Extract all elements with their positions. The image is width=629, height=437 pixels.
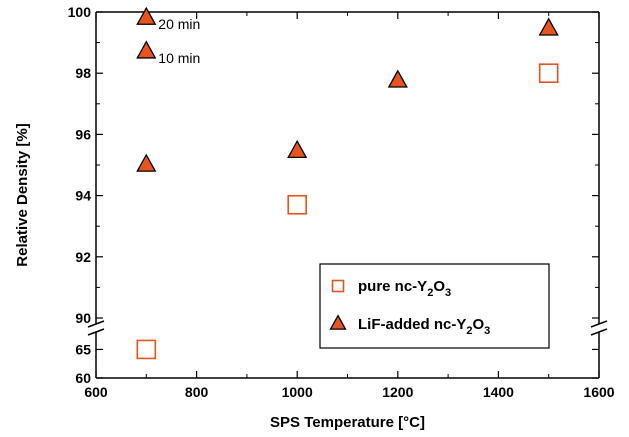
legend-marker-lif [329, 314, 347, 330]
annotation-20min: 20 min [158, 16, 200, 32]
data-marks [136, 6, 559, 360]
annotation-10min: 10 min [158, 50, 200, 66]
y-tick-label: 98 [75, 65, 91, 81]
lif-triangle-point [387, 69, 408, 88]
y-tick-label: 90 [75, 310, 91, 326]
lif-triangle-point [136, 6, 157, 25]
lif-triangle-point [136, 153, 157, 172]
y-tick-label: 100 [68, 4, 92, 20]
x-axis-title: SPS Temperature [°C] [270, 414, 425, 431]
lif-triangle-point [287, 139, 308, 159]
y-tick-label: 92 [75, 249, 91, 265]
y-axis-title: Relative Density [%] [14, 123, 31, 266]
axis-break-mark-right-1 [590, 320, 608, 328]
tick-labels: 600 800 1000 1200 1400 1600 90 92 94 96 98 100 60 65 [68, 4, 615, 400]
x-tick-label: 1400 [483, 384, 514, 400]
axis-break-mark-left-2 [87, 328, 105, 336]
y-tick-label: 94 [75, 188, 91, 204]
annotations: 20 min 10 min [158, 16, 200, 66]
pure-square-point [538, 63, 559, 83]
pure-square-point [136, 339, 157, 360]
x-tick-label: 1200 [382, 384, 413, 400]
y-tick-label: 65 [75, 341, 91, 357]
axis-break [87, 320, 608, 336]
x-tick-label: 1000 [282, 384, 313, 400]
x-tick-label: 1600 [583, 384, 614, 400]
x-tick-label: 600 [84, 384, 108, 400]
axis-break-mark-left-1 [87, 320, 105, 328]
legend-marker-pure [331, 279, 345, 293]
lif-triangle-point [538, 17, 559, 36]
pure-square-point [287, 194, 308, 215]
legend-label-lif: LiF-added nc-Y2O3 [358, 316, 490, 337]
y-tick-label: 60 [75, 370, 91, 386]
axis-ticks [95, 11, 600, 379]
x-tick-label: 800 [185, 384, 209, 400]
y-tick-label: 96 [75, 126, 91, 142]
axis-break-mark-right-2 [590, 328, 608, 336]
lif-triangle-point [136, 40, 157, 59]
legend-box [319, 263, 550, 349]
